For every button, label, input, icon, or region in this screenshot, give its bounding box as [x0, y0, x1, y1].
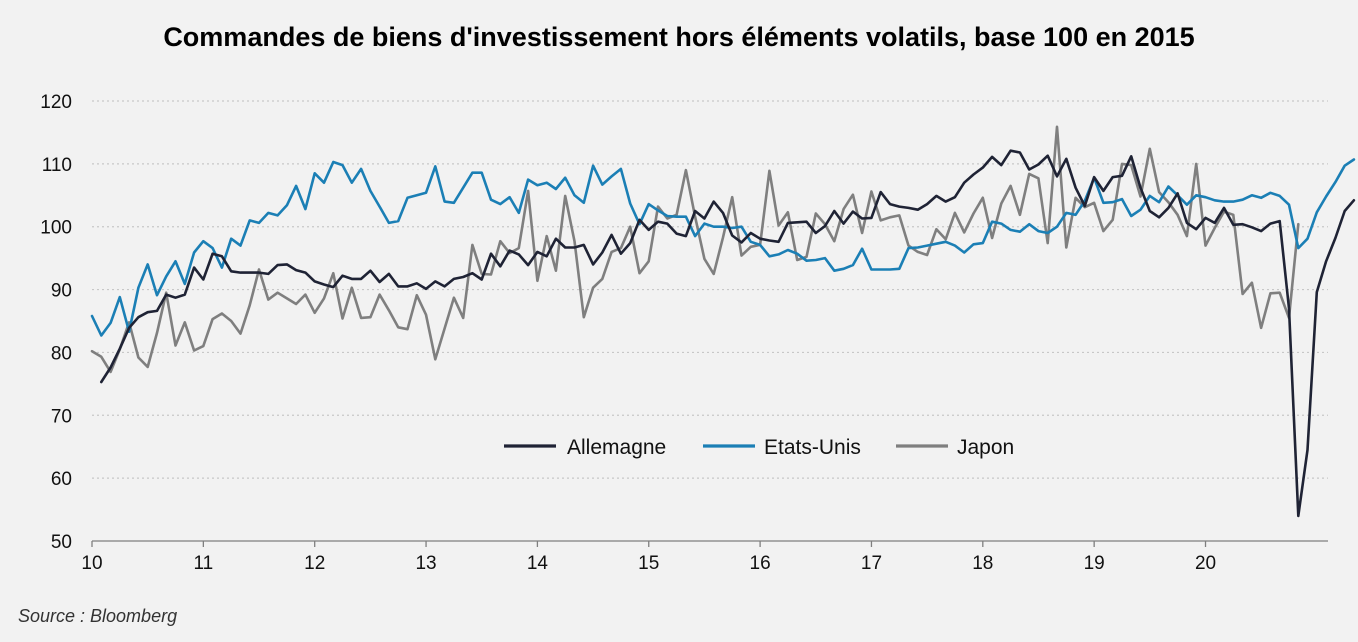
- legend-label: Allemagne: [567, 436, 666, 459]
- axes: 120 110 100 90 80 70 60 50 10 11 12 13 14 15 16 17 18 19 2…: [40, 92, 1328, 574]
- legend: Allemagne Etats-Unis Japon: [504, 436, 1014, 459]
- source-note: Source : Bloomberg: [18, 606, 178, 626]
- chart-title: Commandes de biens d'investissement hors…: [163, 22, 1195, 52]
- x-tick-label: 12: [304, 553, 325, 574]
- legend-label: Etats-Unis: [764, 436, 861, 459]
- series-line-allemagne: [100, 149, 1356, 518]
- y-tick-label: 90: [51, 281, 72, 302]
- x-tick-label: 17: [861, 553, 882, 574]
- series-line-etats-unis: [90, 158, 1356, 337]
- y-tick-label: 80: [51, 343, 72, 364]
- x-tick-label: 14: [527, 553, 549, 574]
- y-tick-label: 50: [51, 532, 72, 553]
- x-tick-label: 19: [1084, 553, 1105, 574]
- x-tick-label: 18: [972, 553, 993, 574]
- x-tick-label: 11: [193, 553, 213, 574]
- y-tick-label: 70: [51, 406, 72, 427]
- y-tick-label: 110: [42, 155, 72, 176]
- gridlines: [92, 100, 1328, 479]
- x-tick-label: 13: [415, 553, 436, 574]
- series-line-japon: [90, 125, 1300, 374]
- legend-label: Japon: [957, 436, 1014, 459]
- x-tick-label: 10: [81, 553, 102, 574]
- x-tick-label: 20: [1195, 553, 1216, 574]
- y-tick-label: 120: [40, 92, 72, 113]
- y-tick-label: 60: [51, 469, 72, 490]
- y-tick-label: 100: [40, 218, 72, 239]
- series-lines: [90, 125, 1356, 518]
- x-tick-label: 15: [638, 553, 659, 574]
- x-tick-label: 16: [750, 553, 771, 574]
